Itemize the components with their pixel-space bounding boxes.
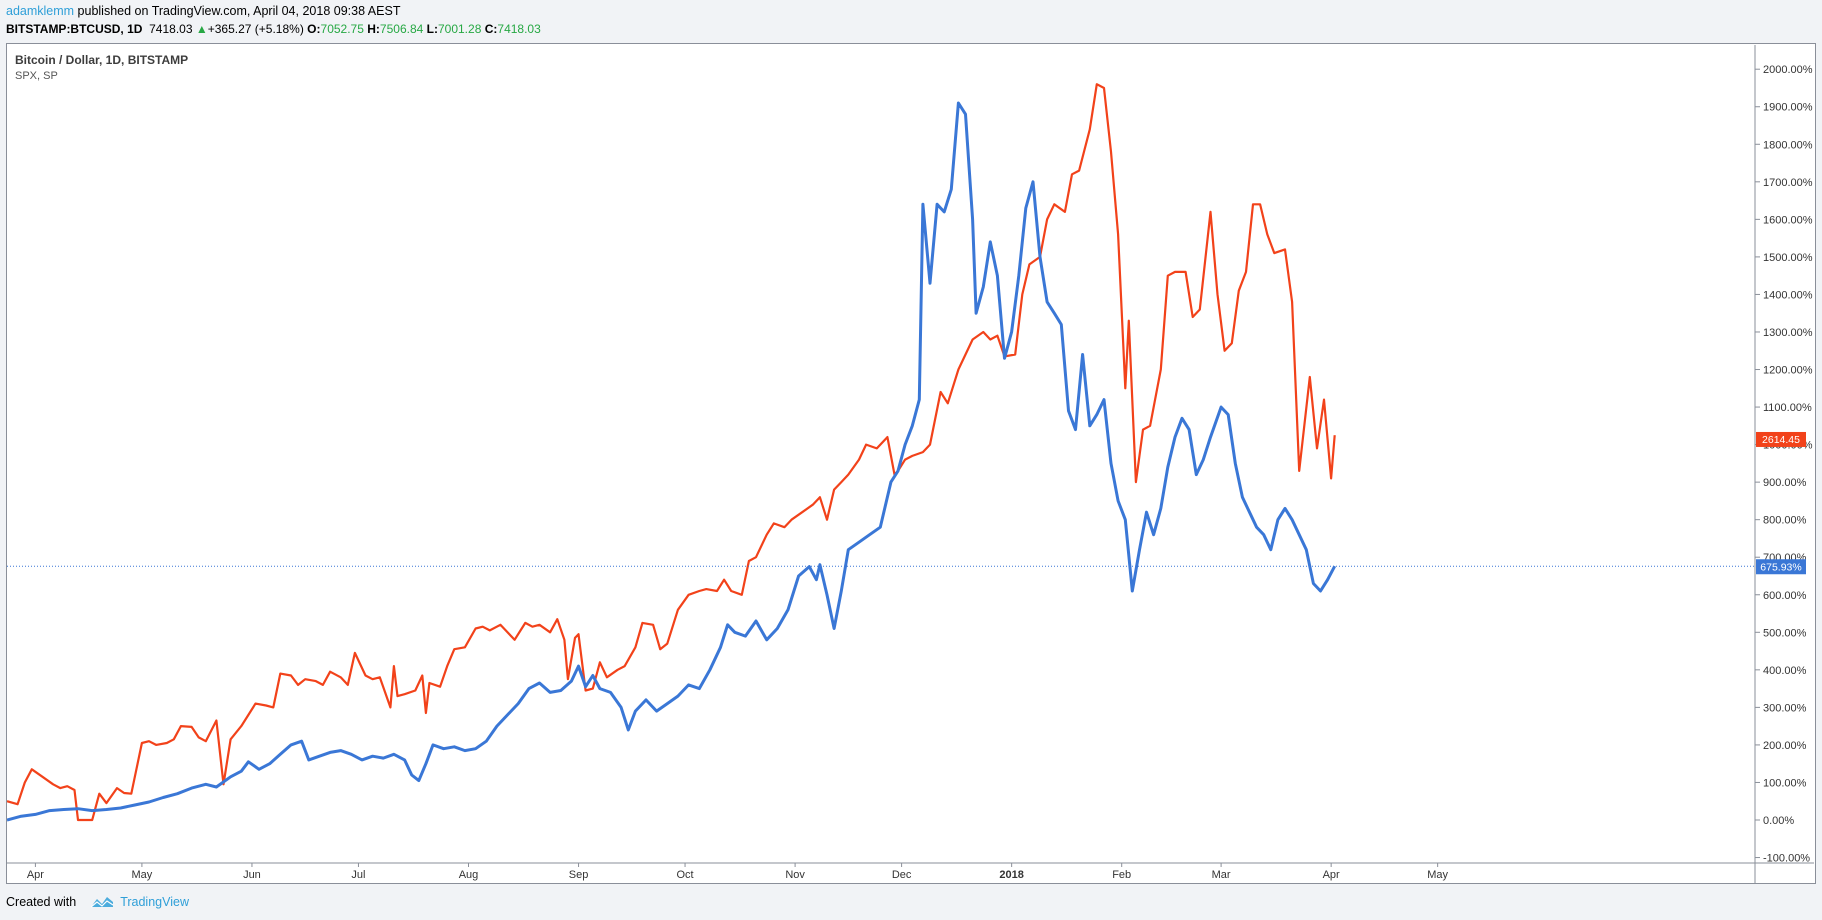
y-tick-label: 400.00% xyxy=(1763,665,1807,677)
x-tick-label: Dec xyxy=(892,869,912,881)
y-tick-label: 200.00% xyxy=(1763,740,1807,752)
tradingview-logo-icon xyxy=(90,897,114,908)
x-tick-label: May xyxy=(132,869,153,881)
y-tick-label: 600.00% xyxy=(1763,590,1807,602)
y-tick-label: 1500.00% xyxy=(1763,252,1813,264)
y-tick-label: 1200.00% xyxy=(1763,365,1813,377)
last-value-label: 675.93% xyxy=(1760,561,1801,573)
tradingview-brand-text: TradingView xyxy=(120,895,189,909)
created-with-text: Created with xyxy=(6,895,77,909)
symbol-info-bar: BITSTAMP:BTCUSD, 1D 7418.03 ▲+365.27 (+5… xyxy=(6,22,541,36)
compare-series-legend[interactable]: SPX, SP xyxy=(15,70,58,82)
x-tick-label: Feb xyxy=(1112,869,1131,881)
price-change: +365.27 (+5.18%) xyxy=(207,22,304,36)
x-tick-label: May xyxy=(1427,869,1448,881)
y-tick-label: 1400.00% xyxy=(1763,289,1813,301)
y-tick-label: -100.00% xyxy=(1763,853,1810,865)
x-tick-label: Nov xyxy=(785,869,805,881)
y-tick-label: 0.00% xyxy=(1763,815,1794,827)
low-label: L: xyxy=(426,22,438,36)
y-tick-label: 100.00% xyxy=(1763,777,1807,789)
low-value: 7001.28 xyxy=(437,22,482,36)
y-tick-label: 1800.00% xyxy=(1763,139,1813,151)
published-text: published on TradingView.com, April 04, … xyxy=(74,4,401,18)
publish-info: adamklemm published on TradingView.com, … xyxy=(6,4,400,18)
x-tick-label: Jun xyxy=(243,869,261,881)
y-tick-label: 1100.00% xyxy=(1763,402,1812,414)
main-series-legend[interactable]: Bitcoin / Dollar, 1D, BITSTAMP xyxy=(15,53,189,67)
y-tick-label: 500.00% xyxy=(1763,627,1807,639)
open-value: 7052.75 xyxy=(320,22,364,36)
y-tick-label: 900.00% xyxy=(1763,477,1807,489)
footer: Created with TradingView xyxy=(6,895,189,909)
btc-series-line[interactable] xyxy=(7,101,1337,822)
x-tick-label: Apr xyxy=(27,869,44,881)
y-tick-label: 1700.00% xyxy=(1763,177,1813,189)
y-tick-label: 1300.00% xyxy=(1763,327,1813,339)
x-tick-label: Mar xyxy=(1212,869,1231,881)
open-label: O: xyxy=(307,22,321,36)
x-tick-label: Aug xyxy=(459,869,479,881)
y-tick-label: 1900.00% xyxy=(1763,102,1813,114)
x-tick-label: Jul xyxy=(351,869,365,881)
chart-frame[interactable] xyxy=(6,43,1816,884)
spx-last-value-badge: 2614.45 xyxy=(1756,431,1806,447)
up-arrow-icon: ▲ xyxy=(195,22,208,36)
x-tick-label: Apr xyxy=(1323,869,1340,881)
y-tick-label: 300.00% xyxy=(1763,702,1807,714)
last-value-label: 2614.45 xyxy=(1762,434,1800,446)
last-price: 7418.03 xyxy=(149,22,193,36)
spx-series-line[interactable] xyxy=(7,83,1336,822)
btc-last-value-badge: 675.93% xyxy=(1756,559,1806,575)
y-tick-label: 1600.00% xyxy=(1763,214,1813,226)
symbol-name: BITSTAMP:BTCUSD, 1D xyxy=(6,22,143,36)
close-value: 7418.03 xyxy=(497,22,541,36)
high-value: 7506.84 xyxy=(379,22,424,36)
tradingview-brand[interactable]: TradingView xyxy=(90,895,189,909)
author-link[interactable]: adamklemm xyxy=(6,4,75,18)
close-label: C: xyxy=(484,22,498,36)
x-tick-label: 2018 xyxy=(999,869,1023,881)
y-tick-label: 2000.00% xyxy=(1763,64,1813,76)
y-tick-label: 800.00% xyxy=(1763,515,1807,527)
x-tick-label: Sep xyxy=(569,869,589,881)
x-tick-label: Oct xyxy=(676,869,693,881)
high-label: H: xyxy=(367,22,380,36)
